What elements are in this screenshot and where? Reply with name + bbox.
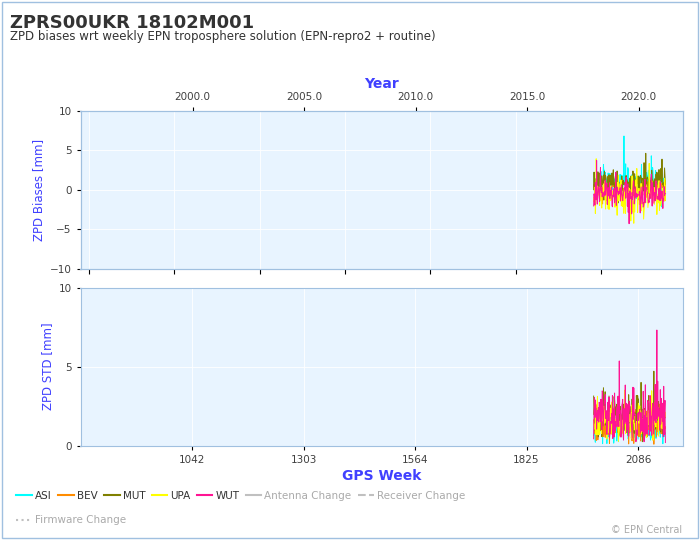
X-axis label: GPS Week: GPS Week bbox=[342, 469, 421, 483]
Legend: ASI, BEV, MUT, UPA, WUT, Antenna Change, Receiver Change: ASI, BEV, MUT, UPA, WUT, Antenna Change,… bbox=[12, 487, 469, 505]
Y-axis label: ZPD Biases [mm]: ZPD Biases [mm] bbox=[32, 139, 46, 241]
Text: ZPRS00UKR 18102M001: ZPRS00UKR 18102M001 bbox=[10, 14, 255, 31]
Legend: Firmware Change: Firmware Change bbox=[12, 511, 130, 529]
Y-axis label: ZPD STD [mm]: ZPD STD [mm] bbox=[41, 323, 54, 410]
Text: ZPD biases wrt weekly EPN troposphere solution (EPN-repro2 + routine): ZPD biases wrt weekly EPN troposphere so… bbox=[10, 30, 436, 43]
X-axis label: Year: Year bbox=[364, 77, 399, 91]
Text: © EPN Central: © EPN Central bbox=[611, 524, 682, 535]
